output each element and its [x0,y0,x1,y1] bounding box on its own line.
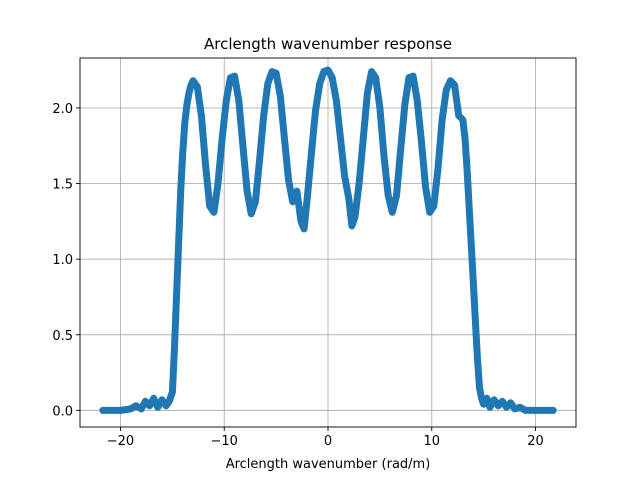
x-tick-label: −20 [107,434,134,449]
x-tick-label: 10 [423,434,440,449]
x-axis-title: Arclength wavenumber (rad/m) [226,457,431,472]
y-tick-label: 1.5 [52,178,73,193]
grid [80,58,576,427]
y-tick-label: 0.5 [52,329,73,344]
ticks: −20 −10 0 10 20 0.0 0.5 1.0 1.5 2.0 [52,102,543,449]
y-tick-label: 2.0 [52,102,73,117]
x-tick-label: 20 [527,434,544,449]
series-line [99,66,557,414]
y-tick-label: 1.0 [52,253,73,268]
x-tick-label: 0 [324,434,332,449]
series-layer [99,66,557,414]
chart-title: Arclength wavenumber response [204,35,452,53]
x-tick-label: −10 [211,434,238,449]
y-tick-label: 0.0 [52,404,73,419]
